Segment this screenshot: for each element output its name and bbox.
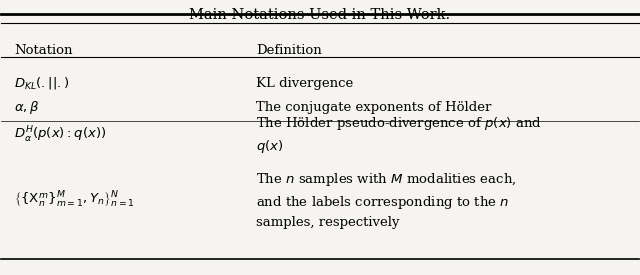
Text: Definition: Definition	[256, 43, 322, 57]
Text: The Hölder pseudo-divergence of $p(x)$ and
$q(x)$: The Hölder pseudo-divergence of $p(x)$ a…	[256, 115, 542, 155]
Text: Notation: Notation	[14, 43, 72, 57]
Text: The conjugate exponents of Hölder: The conjugate exponents of Hölder	[256, 101, 492, 114]
Text: $\alpha, \beta$: $\alpha, \beta$	[14, 99, 40, 116]
Text: KL divergence: KL divergence	[256, 76, 353, 90]
Text: The $n$ samples with $M$ modalities each,
and the labels corresponding to the $n: The $n$ samples with $M$ modalities each…	[256, 171, 517, 229]
Text: $D_{\alpha}^{H}(p(x):q(x))$: $D_{\alpha}^{H}(p(x):q(x))$	[14, 125, 106, 145]
Text: Main Notations Used in This Work.: Main Notations Used in This Work.	[189, 8, 451, 22]
Text: $D_{KL}(.||.)$: $D_{KL}(.||.)$	[14, 75, 70, 91]
Text: $\left\{\left\{\mathrm{X}_n^m\right\}_{m=1}^{M}, Y_n\right\}_{n=1}^{N}$: $\left\{\left\{\mathrm{X}_n^m\right\}_{m…	[14, 190, 135, 210]
